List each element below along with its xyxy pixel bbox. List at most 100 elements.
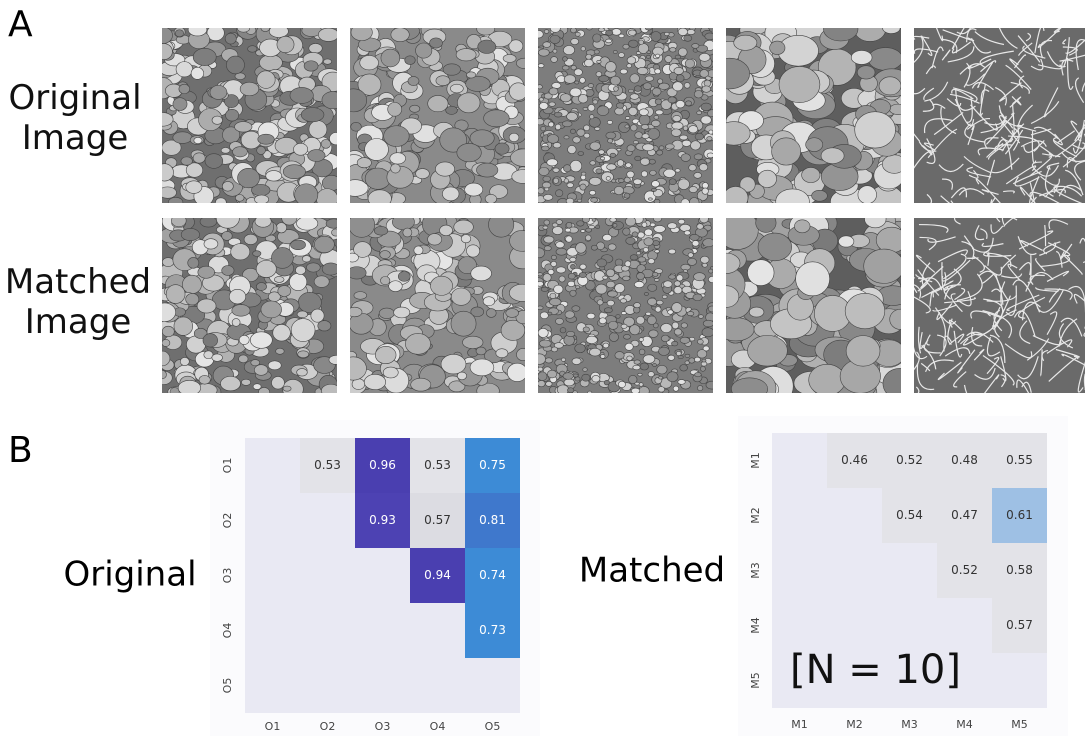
texture-grain [466, 245, 479, 257]
texture-grain [597, 242, 605, 250]
texture-grain [668, 310, 674, 314]
texture-grain [643, 83, 652, 90]
texture-grain [809, 364, 846, 395]
texture-grain [876, 227, 907, 253]
texture-grain [717, 210, 759, 250]
texture-grain [583, 107, 588, 110]
texture-grain [779, 66, 820, 102]
texture-grain [544, 220, 550, 225]
texture-grain [615, 352, 624, 360]
texture-grain [193, 153, 205, 163]
texture-grain [578, 152, 584, 156]
texture-grain [543, 194, 552, 200]
texture-grain [639, 349, 645, 355]
texture-grain [616, 315, 621, 319]
texture-grain [375, 346, 396, 363]
texture-grain [235, 195, 244, 202]
texture-grain [638, 373, 642, 376]
texture-grain [357, 158, 371, 168]
texture-grain [225, 33, 236, 44]
texture-grain [613, 223, 617, 227]
texture-grain [683, 126, 688, 131]
texture-grain [618, 179, 624, 183]
texture-grain [639, 383, 643, 387]
texture-grain [756, 213, 776, 232]
texture-grain [669, 275, 676, 279]
texture-grain [570, 160, 582, 171]
texture-grain [457, 93, 480, 113]
texture-grain [552, 226, 562, 234]
cell-label: 0.52 [951, 563, 978, 577]
texture-grain [323, 59, 331, 64]
texture-grain [250, 332, 272, 348]
texture-grain [443, 64, 461, 75]
texture-grain [584, 133, 590, 138]
texture-grain [603, 343, 609, 348]
texture-grain [162, 326, 174, 337]
texture-grain [684, 231, 690, 235]
texture-grain [398, 271, 410, 281]
texture-grain [703, 320, 713, 327]
texture-grain [379, 308, 394, 319]
texture-grain [556, 267, 565, 273]
cell-label: 0.57 [1006, 618, 1033, 632]
texture-grain [747, 335, 787, 366]
texture-grain [630, 94, 639, 100]
texture-grain [254, 365, 268, 376]
texture-grain [283, 165, 305, 179]
texture-grain [643, 355, 655, 364]
texture-grain [539, 167, 549, 175]
texture-grain [654, 225, 666, 232]
texture-grain [171, 215, 186, 227]
texture-grain [568, 273, 575, 279]
texture-grain [180, 357, 189, 365]
texture-grain [688, 253, 693, 258]
texture-grain [536, 119, 544, 125]
texture-grain [541, 126, 546, 131]
texture-grain [640, 158, 649, 165]
texture-grain [322, 175, 341, 190]
texture-grain [537, 306, 543, 310]
texture-grain [293, 143, 307, 155]
texture-grain [628, 89, 633, 93]
texture-grain [653, 272, 658, 276]
texture-grain [606, 269, 614, 277]
texture-grain [543, 226, 548, 229]
texture-grain [599, 76, 609, 82]
texture-grain [235, 122, 253, 133]
texture-grain [599, 318, 606, 324]
texture-grain [687, 312, 694, 316]
texture-grain [174, 317, 193, 336]
texture-grain [435, 162, 454, 176]
texture-grain [854, 17, 885, 41]
texture-grain [240, 82, 259, 96]
cell-label: 0.48 [951, 453, 978, 467]
texture-grain [608, 139, 613, 143]
x-tick-label: O5 [485, 720, 501, 733]
texture-grain [641, 171, 647, 177]
texture-grain [579, 272, 586, 277]
texture-grain [543, 42, 551, 48]
texture-grain [548, 269, 554, 274]
texture-grain [648, 298, 657, 305]
texture-grain [649, 159, 655, 164]
texture-grain [685, 59, 695, 68]
texture-grain [704, 80, 711, 87]
texture-grain [551, 347, 557, 352]
texture-grain [659, 146, 664, 150]
texture-grain [626, 237, 636, 244]
texture-grain [586, 336, 597, 344]
texture-grain [723, 186, 748, 209]
texture-grain [166, 285, 185, 304]
texture-grain [590, 142, 601, 150]
texture-grain [239, 355, 249, 363]
texture-grain [450, 84, 463, 93]
texture-grain [314, 276, 329, 288]
texture-grain [461, 235, 471, 243]
texture-grain [596, 169, 602, 173]
texture-grain [697, 111, 702, 115]
texture-grain [673, 386, 679, 391]
texture-grain [544, 236, 554, 243]
texture-grain [173, 98, 187, 111]
texture-grain [701, 103, 712, 111]
